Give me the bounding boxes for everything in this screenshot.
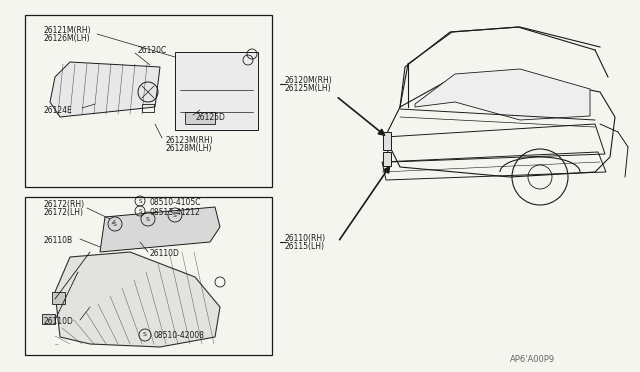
Polygon shape [55, 252, 220, 347]
Bar [383, 132, 391, 150]
Text: S: S [138, 208, 141, 214]
Polygon shape [50, 62, 160, 117]
Polygon shape [100, 207, 220, 252]
Text: 26110B: 26110B [43, 235, 72, 244]
Text: S: S [138, 199, 141, 203]
Bar [383, 152, 391, 166]
Bar [25, 15, 272, 187]
Polygon shape [185, 112, 215, 124]
Text: 26125D: 26125D [195, 112, 225, 122]
Text: 26115(LH): 26115(LH) [285, 241, 325, 250]
Text: S: S [143, 333, 147, 337]
Text: 26110(RH): 26110(RH) [285, 234, 326, 243]
Text: 26110D: 26110D [43, 317, 73, 327]
Bar [25, 197, 272, 355]
Text: 26121M(RH): 26121M(RH) [43, 26, 91, 35]
Polygon shape [175, 52, 258, 130]
Text: 26125M(LH): 26125M(LH) [285, 83, 332, 93]
Text: 26120M(RH): 26120M(RH) [285, 76, 333, 84]
Polygon shape [42, 314, 55, 324]
Text: 26126M(LH): 26126M(LH) [43, 33, 90, 42]
Text: 08513-41212: 08513-41212 [150, 208, 201, 217]
Text: 26172(RH): 26172(RH) [43, 199, 84, 208]
Text: S: S [113, 221, 117, 227]
Text: 26124E: 26124E [43, 106, 72, 115]
Text: 26172(LH): 26172(LH) [43, 208, 83, 217]
Polygon shape [52, 292, 65, 304]
Text: AP6'A00P9: AP6'A00P9 [510, 356, 555, 365]
Text: 26128M(LH): 26128M(LH) [165, 144, 211, 153]
Text: 08510-42008: 08510-42008 [154, 330, 205, 340]
Polygon shape [415, 69, 590, 120]
Text: 26123M(RH): 26123M(RH) [165, 135, 212, 144]
Text: 26120C: 26120C [138, 45, 167, 55]
Text: 08510-4105C: 08510-4105C [150, 198, 202, 206]
Text: S: S [146, 217, 150, 221]
Text: S: S [173, 212, 177, 218]
Text: 26110D: 26110D [150, 250, 180, 259]
